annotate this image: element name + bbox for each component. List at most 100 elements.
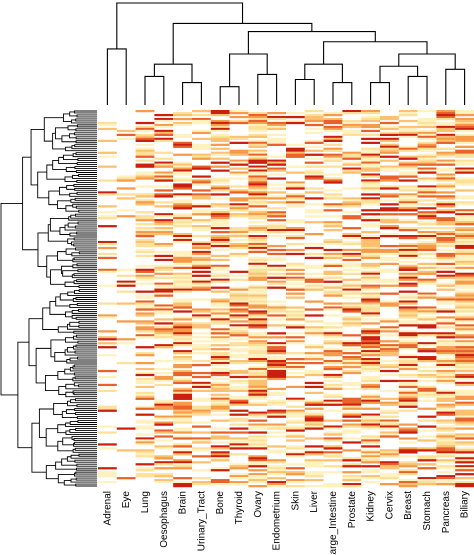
heatmap-cell <box>380 159 400 162</box>
heatmap-cell <box>173 387 193 391</box>
heatmap-cell <box>304 221 324 224</box>
heatmap-cell <box>398 179 418 182</box>
heatmap-cell <box>436 405 456 408</box>
heatmap-cell <box>173 401 193 404</box>
heatmap-cell <box>173 167 193 170</box>
heatmap-cell <box>210 431 230 434</box>
heatmap-cell <box>436 127 456 131</box>
heatmap-cell <box>342 485 362 488</box>
heatmap-cell <box>192 189 212 192</box>
heatmap-cell <box>455 290 474 293</box>
heatmap-cell <box>323 193 343 196</box>
heatmap-cell <box>323 205 343 208</box>
heatmap-cell <box>173 338 193 341</box>
heatmap-cell <box>98 409 118 412</box>
heatmap-cell <box>417 447 437 450</box>
heatmap-cell <box>286 433 306 436</box>
heatmap-cell <box>154 447 174 450</box>
heatmap-cell <box>248 340 268 343</box>
heatmap-cell <box>210 336 230 339</box>
heatmap-cell <box>361 475 381 478</box>
heatmap-cell <box>436 236 456 240</box>
heatmap-cell <box>436 258 456 262</box>
heatmap-cell <box>455 363 474 367</box>
heatmap-cell <box>267 367 287 371</box>
row-dendrogram-link <box>69 421 97 425</box>
heatmap-cell <box>267 409 287 412</box>
heatmap-cell <box>323 431 343 434</box>
heatmap-cell <box>192 193 212 196</box>
column-dendrogram-link <box>294 78 315 105</box>
heatmap-cell <box>436 310 456 313</box>
heatmap-cell <box>135 242 155 246</box>
heatmap-cell <box>154 205 174 208</box>
heatmap-cell <box>248 391 268 394</box>
heatmap-cell <box>267 352 287 355</box>
heatmap-cell <box>304 127 324 131</box>
heatmap-cell <box>154 227 174 230</box>
heatmap-cell <box>173 435 193 438</box>
heatmap-cell <box>267 469 287 472</box>
heatmap-cell <box>398 149 418 152</box>
heatmap-cell <box>229 153 249 156</box>
heatmap-cell <box>361 175 381 178</box>
heatmap-cell <box>342 342 362 345</box>
heatmap-cell <box>417 318 437 321</box>
heatmap-cell <box>98 284 118 287</box>
row-dendrogram-link <box>70 214 97 219</box>
heatmap-cell <box>398 199 418 202</box>
heatmap-cell <box>417 147 437 150</box>
heatmap-cell <box>361 117 381 121</box>
heatmap-cell <box>154 268 174 271</box>
heatmap-cell <box>173 304 193 307</box>
heatmap-cell <box>192 240 212 244</box>
heatmap-cell <box>286 352 306 355</box>
heatmap-cell <box>286 481 306 484</box>
heatmap-cell <box>361 421 381 424</box>
heatmap-cell <box>135 211 155 214</box>
heatmap-cell <box>436 276 456 279</box>
heatmap-cell <box>248 225 268 228</box>
heatmap-cell <box>417 233 437 236</box>
heatmap-cell <box>248 375 268 379</box>
heatmap-cell <box>248 193 268 196</box>
heatmap-cell <box>267 411 287 414</box>
heatmap-cell <box>98 191 118 194</box>
heatmap-cell <box>248 236 268 240</box>
row-dendrogram-link <box>77 340 97 344</box>
heatmap-cell <box>304 278 324 281</box>
heatmap-cell <box>323 203 343 206</box>
heatmap-cell <box>342 358 362 361</box>
heatmap-cell <box>323 332 343 335</box>
heatmap-cell <box>455 223 474 226</box>
heatmap-cell <box>361 123 381 127</box>
heatmap-cell <box>455 296 474 299</box>
heatmap-cell <box>135 433 155 436</box>
heatmap-cell <box>361 163 381 166</box>
row-dendrogram-link <box>75 428 97 431</box>
heatmap-cell <box>436 274 456 277</box>
heatmap-cell <box>192 229 212 232</box>
heatmap-cell <box>267 195 287 198</box>
heatmap-cell <box>398 463 418 466</box>
heatmap-cell <box>154 445 174 448</box>
heatmap-cell <box>116 187 136 190</box>
heatmap-cell <box>436 252 456 256</box>
heatmap-cell <box>248 272 268 275</box>
heatmap-cell <box>248 314 268 317</box>
heatmap-cell <box>248 217 268 220</box>
row-dendrogram-link <box>76 263 97 267</box>
heatmap-cell <box>210 286 230 289</box>
heatmap-cell <box>342 383 362 387</box>
row-dendrogram-link <box>72 175 97 179</box>
heatmap-cell <box>248 457 268 460</box>
heatmap-cell <box>323 334 343 337</box>
heatmap-cell <box>135 153 155 156</box>
heatmap-cell <box>135 419 155 422</box>
heatmap-cell <box>210 320 230 323</box>
heatmap-cell <box>342 284 362 287</box>
heatmap-cell <box>248 369 268 373</box>
heatmap-cell <box>210 393 230 396</box>
heatmap-cell <box>304 425 324 428</box>
column-labels: Adrenal Eye Lung Oesophagus Brain Urinary_Tra… <box>102 490 470 555</box>
